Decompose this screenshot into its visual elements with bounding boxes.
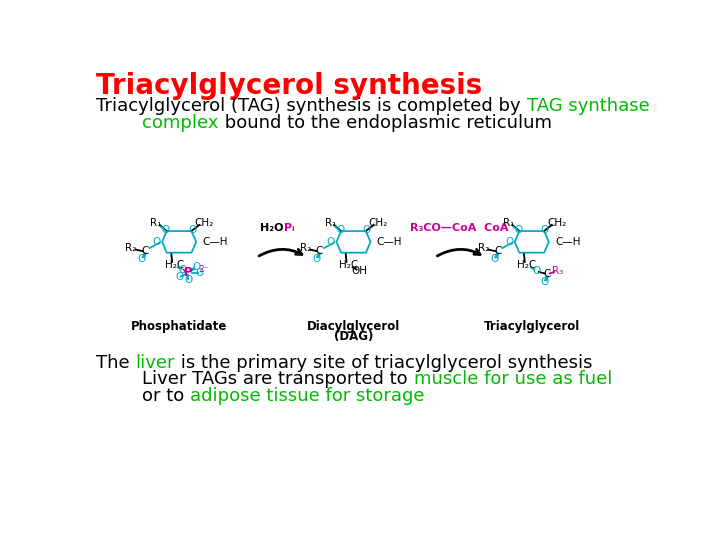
Text: O: O bbox=[515, 225, 523, 235]
Text: 2⁻: 2⁻ bbox=[199, 265, 209, 274]
Text: adipose tissue for storage: adipose tissue for storage bbox=[190, 387, 425, 406]
Text: H₂O: H₂O bbox=[261, 223, 284, 233]
Text: Phosphatidate: Phosphatidate bbox=[131, 320, 228, 333]
Text: O: O bbox=[192, 261, 200, 272]
Text: bound to the endoplasmic reticulum: bound to the endoplasmic reticulum bbox=[219, 114, 552, 132]
Text: O: O bbox=[540, 277, 548, 287]
Text: R₂: R₂ bbox=[478, 243, 490, 253]
Text: (DAG): (DAG) bbox=[334, 330, 373, 343]
Text: O: O bbox=[312, 254, 320, 264]
Text: O: O bbox=[188, 225, 197, 235]
Text: O: O bbox=[532, 266, 541, 276]
Text: O: O bbox=[363, 225, 371, 235]
Text: O: O bbox=[327, 237, 335, 247]
Text: C: C bbox=[141, 246, 149, 256]
Text: Liver TAGs are transported to: Liver TAGs are transported to bbox=[96, 370, 413, 388]
Text: liver: liver bbox=[135, 354, 175, 372]
Text: O: O bbox=[184, 275, 192, 286]
Text: O: O bbox=[195, 268, 204, 278]
Text: R₂: R₂ bbox=[125, 243, 137, 253]
Text: O: O bbox=[162, 225, 170, 235]
Text: O: O bbox=[138, 254, 146, 264]
Text: R₃CO—CoA  CoA: R₃CO—CoA CoA bbox=[410, 223, 509, 233]
Text: CH₂: CH₂ bbox=[194, 218, 214, 228]
Text: C: C bbox=[494, 246, 501, 256]
Text: muscle for use as fuel: muscle for use as fuel bbox=[413, 370, 612, 388]
Text: O: O bbox=[336, 225, 344, 235]
Text: CH₂: CH₂ bbox=[547, 218, 566, 228]
Text: OH: OH bbox=[351, 266, 368, 276]
Text: O: O bbox=[178, 265, 186, 275]
Text: R₂: R₂ bbox=[300, 243, 311, 253]
Text: C: C bbox=[544, 269, 551, 279]
Text: O: O bbox=[490, 254, 499, 264]
Text: C—H: C—H bbox=[555, 237, 580, 247]
Text: H₂C: H₂C bbox=[165, 260, 184, 270]
Text: H₂C: H₂C bbox=[339, 260, 359, 270]
Text: O: O bbox=[505, 237, 513, 247]
Text: is the primary site of triacylglycerol synthesis: is the primary site of triacylglycerol s… bbox=[175, 354, 593, 372]
Text: R₃: R₃ bbox=[552, 266, 564, 276]
Text: C: C bbox=[315, 246, 323, 256]
Text: P: P bbox=[184, 266, 193, 279]
Text: Diacylglycerol: Diacylglycerol bbox=[307, 320, 400, 333]
Text: Triacylglycerol (TAG) synthesis is completed by: Triacylglycerol (TAG) synthesis is compl… bbox=[96, 97, 526, 115]
Text: C—H: C—H bbox=[202, 237, 228, 247]
Text: C—H: C—H bbox=[377, 237, 402, 247]
Text: The: The bbox=[96, 354, 135, 372]
Text: Triacylglycerol synthesis: Triacylglycerol synthesis bbox=[96, 72, 482, 100]
Text: CH₂: CH₂ bbox=[369, 218, 388, 228]
Text: Pᵢ: Pᵢ bbox=[284, 223, 294, 233]
Text: R₁: R₁ bbox=[325, 218, 336, 228]
Text: or to: or to bbox=[96, 387, 190, 406]
Text: Triacylglycerol: Triacylglycerol bbox=[484, 320, 580, 333]
Text: H₂C: H₂C bbox=[518, 260, 536, 270]
Text: O: O bbox=[152, 237, 161, 247]
Text: O: O bbox=[175, 272, 184, 282]
Text: R₁: R₁ bbox=[503, 218, 514, 228]
Text: TAG synthase: TAG synthase bbox=[526, 97, 649, 115]
Text: O: O bbox=[541, 225, 549, 235]
Text: R₁: R₁ bbox=[150, 218, 161, 228]
Text: complex: complex bbox=[142, 114, 219, 132]
